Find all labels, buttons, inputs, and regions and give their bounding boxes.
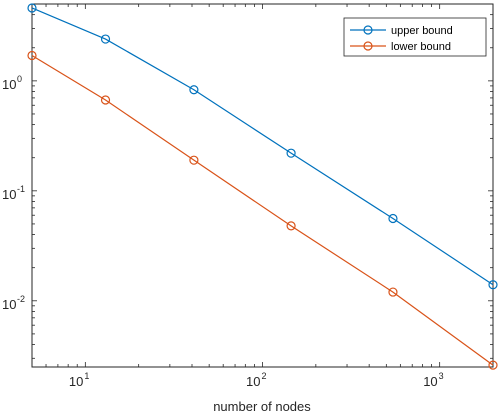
axis-ticks: 10 1 10 2 10 310 -210 -110 0 [2,3,494,389]
series-line [31,7,494,286]
svg-text:10: 10 [423,374,437,389]
series-lower-bound [27,50,498,370]
data-point [27,50,37,61]
x-tick-label: 10 3 [423,371,443,389]
svg-text:10: 10 [246,374,260,389]
legend-item: upper bound [350,25,453,37]
legend: upper bound lower bound [343,17,487,57]
data-point [189,155,199,165]
y-tick-label: 10 -1 [2,184,25,202]
svg-text:1: 1 [84,371,89,381]
data-point [488,360,498,370]
data-point [286,221,296,231]
series-layer [27,3,498,370]
y-tick-label: 10 0 [2,74,22,92]
legend-item: lower bound [350,41,451,53]
svg-text:10: 10 [2,187,16,202]
data-point [189,85,199,95]
data-point [100,34,111,44]
svg-text:3: 3 [439,371,444,381]
x-axis-title: number of nodes [213,399,311,414]
data-point [286,148,296,158]
data-point [27,3,37,13]
x-tick-label: 10 1 [69,371,89,389]
legend-label: lower bound [391,41,451,53]
data-point [388,213,398,224]
series-line [31,55,494,366]
svg-text:-2: -2 [17,294,25,304]
plot-area [31,3,494,368]
series-upper-bound [27,3,498,290]
svg-text:10: 10 [69,374,83,389]
legend-marker [363,41,373,51]
data-point [488,280,498,290]
svg-text:10: 10 [2,77,16,92]
data-point [100,95,111,105]
svg-text:0: 0 [17,74,22,84]
data-point [388,287,398,297]
legend-label: upper bound [391,25,453,37]
svg-text:10: 10 [2,297,16,312]
y-tick-label: 10 -2 [2,294,25,312]
svg-text:2: 2 [262,371,267,381]
svg-text:-1: -1 [17,184,25,194]
x-tick-label: 10 2 [246,371,266,389]
legend-marker [363,25,373,35]
